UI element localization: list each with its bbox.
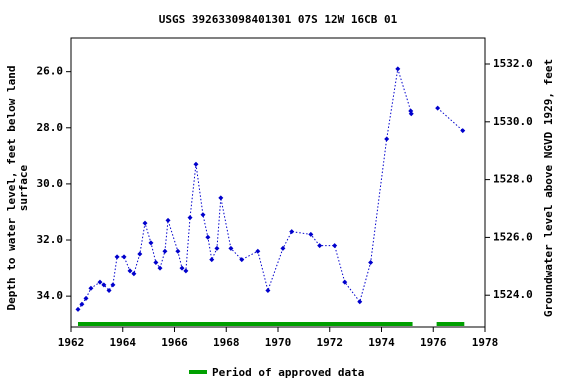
data-point	[384, 136, 390, 142]
y2-axis-label: Groundwater level above NGVD 1929, feet	[542, 59, 555, 317]
data-point	[218, 195, 224, 201]
data-point	[255, 248, 261, 254]
data-point	[395, 66, 401, 72]
data-line	[77, 68, 464, 310]
data-point	[75, 306, 81, 312]
legend-label: Period of approved data	[212, 366, 364, 379]
data-point	[142, 220, 148, 226]
data-point	[193, 161, 199, 167]
data-point	[121, 254, 127, 260]
data-point	[289, 229, 295, 235]
y-axis-label: surface	[17, 164, 30, 211]
approved-period	[436, 322, 465, 326]
y-tick-label: 32.0	[37, 233, 64, 246]
x-tick-label: 1978	[472, 336, 499, 349]
x-tick-label: 1968	[213, 336, 240, 349]
y2-tick-label: 1524.0	[493, 288, 533, 301]
x-tick-label: 1974	[368, 336, 395, 349]
data-point	[175, 248, 181, 254]
y2-tick-label: 1526.0	[493, 230, 533, 243]
y2-tick-label: 1530.0	[493, 115, 533, 128]
data-point	[88, 285, 94, 291]
data-point	[79, 301, 85, 307]
data-point	[214, 245, 220, 251]
data-point	[209, 257, 215, 263]
x-tick-label: 1970	[265, 336, 292, 349]
data-point	[239, 257, 245, 263]
data-point	[408, 111, 414, 117]
data-point	[435, 105, 441, 111]
data-point	[265, 288, 271, 294]
data-point	[200, 212, 206, 218]
x-tick-label: 1966	[161, 336, 188, 349]
y-tick-label: 34.0	[37, 289, 64, 302]
data-point	[308, 231, 314, 237]
data-point	[460, 128, 466, 134]
y-axis-label: Depth to water level, feet below land	[5, 65, 18, 310]
data-point	[205, 234, 211, 240]
data-point	[106, 288, 112, 294]
data-point	[342, 279, 348, 285]
data-point	[332, 243, 338, 249]
data-point	[357, 299, 363, 305]
approved-period	[77, 322, 413, 326]
y2-tick-label: 1532.0	[493, 57, 533, 70]
plot-frame	[70, 37, 486, 328]
y2-tick-label: 1528.0	[493, 173, 533, 186]
data-point	[165, 217, 171, 223]
data-point	[114, 254, 120, 260]
data-point	[153, 259, 159, 265]
data-point	[83, 295, 89, 301]
data-point	[280, 245, 286, 251]
data-point	[317, 243, 323, 249]
y-tick-label: 28.0	[37, 121, 64, 134]
data-point	[228, 245, 234, 251]
x-tick-label: 1962	[58, 336, 85, 349]
data-point	[368, 259, 374, 265]
x-tick-label: 1964	[110, 336, 137, 349]
data-point	[131, 271, 137, 277]
x-tick-label: 1976	[420, 336, 447, 349]
data-point	[97, 279, 103, 285]
data-point	[148, 240, 154, 246]
data-point	[179, 265, 185, 271]
data-point	[183, 268, 189, 274]
data-point	[187, 215, 193, 221]
x-tick-label: 1972	[317, 336, 344, 349]
data-point	[137, 251, 143, 257]
y-tick-label: 26.0	[37, 65, 64, 78]
y-tick-label: 30.0	[37, 177, 64, 190]
data-point	[127, 268, 133, 274]
data-point	[162, 248, 168, 254]
data-point	[110, 282, 116, 288]
data-point	[157, 265, 163, 271]
chart-title: USGS 392633098401301 07S 12W 16CB 01	[159, 13, 398, 26]
data-point	[101, 282, 107, 288]
